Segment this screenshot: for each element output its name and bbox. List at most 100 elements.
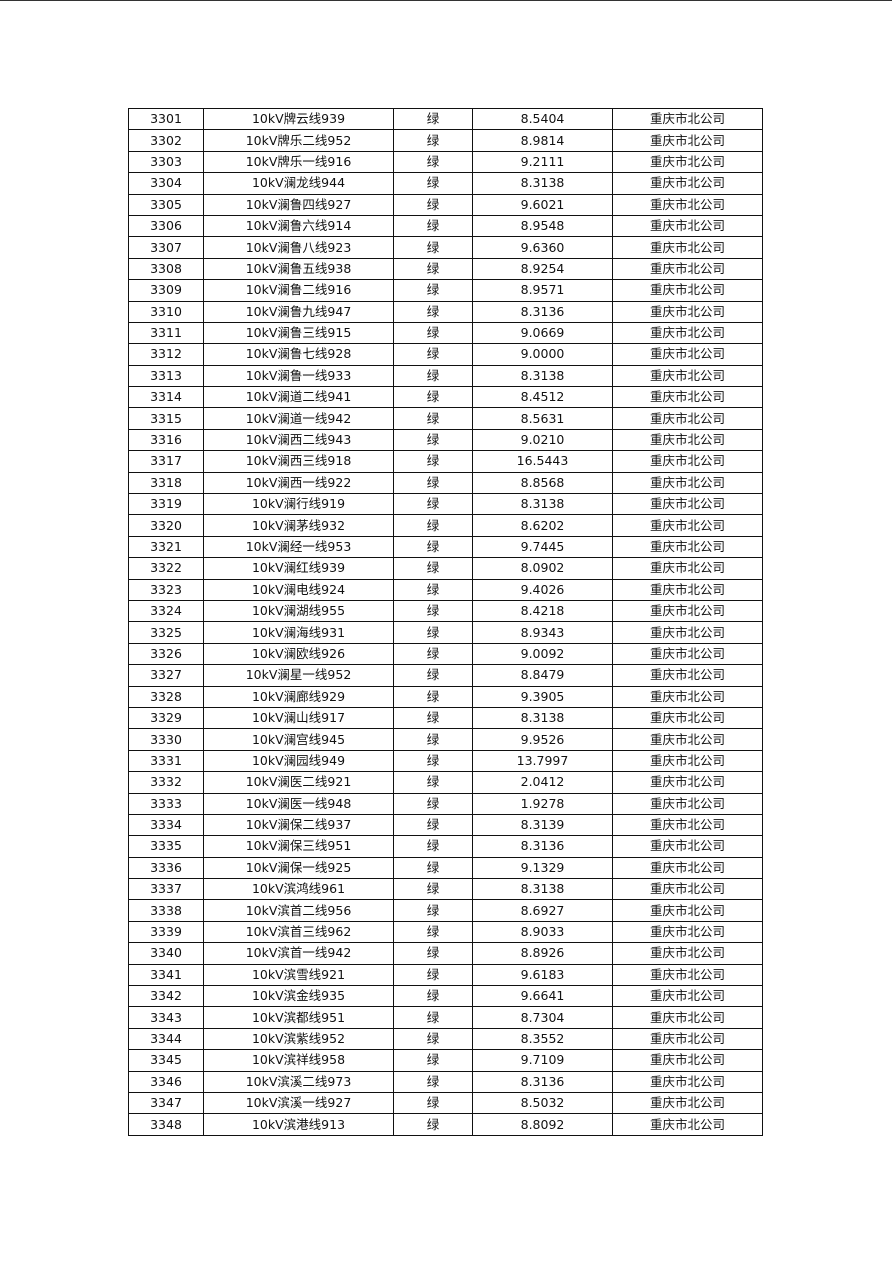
status-cell: 绿 <box>393 621 473 644</box>
status-cell: 绿 <box>393 129 473 152</box>
status-cell: 绿 <box>393 642 473 666</box>
line-name-cell: 10kV澜保三线951 <box>203 835 394 858</box>
row-number-cell: 3307 <box>128 236 204 259</box>
status-cell: 绿 <box>393 1091 473 1115</box>
line-name-cell: 10kV澜鲁五线938 <box>203 257 394 281</box>
status-cell: 绿 <box>393 428 473 452</box>
company-cell: 重庆市北公司 <box>612 300 763 323</box>
value-cell: 8.6927 <box>472 899 613 922</box>
value-cell: 9.2111 <box>472 150 613 174</box>
line-name-cell: 10kV澜保二线937 <box>203 813 394 837</box>
company-cell: 重庆市北公司 <box>612 749 763 773</box>
row-number-cell: 3319 <box>128 493 204 516</box>
table-row: 3334 10kV澜保二线937 绿 8.3139 重庆市北公司 <box>128 813 763 837</box>
status-cell: 绿 <box>393 985 473 1008</box>
value-cell: 9.6183 <box>472 963 613 987</box>
status-cell: 绿 <box>393 386 473 409</box>
value-cell: 8.3136 <box>472 835 613 858</box>
line-name-cell: 10kV滨祥线958 <box>203 1049 394 1072</box>
line-name-cell: 10kV澜鲁八线923 <box>203 236 394 259</box>
value-cell: 8.5631 <box>472 407 613 430</box>
table-row: 3348 10kV滨港线913 绿 8.8092 重庆市北公司 <box>128 1113 763 1136</box>
table-row: 3342 10kV滨金线935 绿 9.6641 重庆市北公司 <box>128 985 763 1008</box>
line-name-cell: 10kV滨金线935 <box>203 985 394 1008</box>
row-number-cell: 3301 <box>128 107 204 131</box>
status-cell: 绿 <box>393 214 473 238</box>
value-cell: 9.0000 <box>472 343 613 366</box>
row-number-cell: 3304 <box>128 172 204 195</box>
line-name-cell: 10kV澜龙线944 <box>203 172 394 195</box>
company-cell: 重庆市北公司 <box>612 535 763 559</box>
table-row: 3340 10kV滨首一线942 绿 8.8926 重庆市北公司 <box>128 942 763 965</box>
line-name-cell: 10kV牌乐二线952 <box>203 129 394 152</box>
line-name-cell: 10kV澜鲁四线927 <box>203 193 394 216</box>
line-name-cell: 10kV澜星一线952 <box>203 664 394 687</box>
value-cell: 8.3138 <box>472 493 613 516</box>
row-number-cell: 3326 <box>128 642 204 666</box>
table-row: 3306 10kV澜鲁六线914 绿 8.9548 重庆市北公司 <box>128 214 763 238</box>
table-row: 3309 10kV澜鲁二线916 绿 8.9571 重庆市北公司 <box>128 279 763 302</box>
status-cell: 绿 <box>393 685 473 708</box>
value-cell: 9.9526 <box>472 728 613 751</box>
company-cell: 重庆市北公司 <box>612 257 763 281</box>
value-cell: 8.6202 <box>472 514 613 537</box>
row-number-cell: 3348 <box>128 1113 204 1136</box>
status-cell: 绿 <box>393 150 473 174</box>
table-row: 3305 10kV澜鲁四线927 绿 9.6021 重庆市北公司 <box>128 193 763 216</box>
table-row: 3324 10kV澜湖线955 绿 8.4218 重庆市北公司 <box>128 599 763 623</box>
table-row: 3316 10kV澜西二线943 绿 9.0210 重庆市北公司 <box>128 428 763 452</box>
line-name-cell: 10kV澜道一线942 <box>203 407 394 430</box>
row-number-cell: 3313 <box>128 364 204 388</box>
company-cell: 重庆市北公司 <box>612 771 763 794</box>
line-name-cell: 10kV澜鲁六线914 <box>203 214 394 238</box>
company-cell: 重庆市北公司 <box>612 728 763 751</box>
row-number-cell: 3347 <box>128 1091 204 1115</box>
status-cell: 绿 <box>393 749 473 773</box>
value-cell: 8.3138 <box>472 172 613 195</box>
row-number-cell: 3331 <box>128 749 204 773</box>
company-cell: 重庆市北公司 <box>612 193 763 216</box>
table-row: 3317 10kV澜西三线918 绿 16.5443 重庆市北公司 <box>128 450 763 473</box>
value-cell: 9.6021 <box>472 193 613 216</box>
status-cell: 绿 <box>393 706 473 730</box>
value-cell: 8.3139 <box>472 813 613 837</box>
table-row: 3329 10kV澜山线917 绿 8.3138 重庆市北公司 <box>128 706 763 730</box>
table-row: 3345 10kV滨祥线958 绿 9.7109 重庆市北公司 <box>128 1049 763 1072</box>
line-name-cell: 10kV澜海线931 <box>203 621 394 644</box>
status-cell: 绿 <box>393 321 473 345</box>
status-cell: 绿 <box>393 1027 473 1051</box>
table-row: 3332 10kV澜医二线921 绿 2.0412 重庆市北公司 <box>128 771 763 794</box>
line-name-cell: 10kV澜西三线918 <box>203 450 394 473</box>
value-cell: 8.3138 <box>472 364 613 388</box>
status-cell: 绿 <box>393 578 473 601</box>
table-row: 3330 10kV澜宫线945 绿 9.9526 重庆市北公司 <box>128 728 763 751</box>
table-row: 3301 10kV牌云线939 绿 8.5404 重庆市北公司 <box>128 107 763 131</box>
status-cell: 绿 <box>393 471 473 495</box>
line-name-cell: 10kV澜西一线922 <box>203 471 394 495</box>
status-cell: 绿 <box>393 300 473 323</box>
line-name-cell: 10kV澜红线939 <box>203 557 394 580</box>
line-name-cell: 10kV澜鲁七线928 <box>203 343 394 366</box>
line-name-cell: 10kV澜医一线948 <box>203 792 394 815</box>
line-name-cell: 10kV澜经一线953 <box>203 535 394 559</box>
row-number-cell: 3329 <box>128 706 204 730</box>
value-cell: 8.3136 <box>472 1070 613 1093</box>
company-cell: 重庆市北公司 <box>612 279 763 302</box>
status-cell: 绿 <box>393 942 473 965</box>
table-row: 3331 10kV澜园线949 绿 13.7997 重庆市北公司 <box>128 749 763 773</box>
row-number-cell: 3336 <box>128 856 204 880</box>
table-row: 3336 10kV澜保一线925 绿 9.1329 重庆市北公司 <box>128 856 763 880</box>
line-name-cell: 10kV澜道二线941 <box>203 386 394 409</box>
status-cell: 绿 <box>393 364 473 388</box>
value-cell: 9.0092 <box>472 642 613 666</box>
table-row: 3344 10kV滨紫线952 绿 8.3552 重庆市北公司 <box>128 1027 763 1051</box>
status-cell: 绿 <box>393 835 473 858</box>
company-cell: 重庆市北公司 <box>612 835 763 858</box>
line-name-cell: 10kV滨港线913 <box>203 1113 394 1136</box>
table-row: 3322 10kV澜红线939 绿 8.0902 重庆市北公司 <box>128 557 763 580</box>
value-cell: 8.9254 <box>472 257 613 281</box>
page-top-border <box>0 0 892 1</box>
line-name-cell: 10kV澜西二线943 <box>203 428 394 452</box>
row-number-cell: 3305 <box>128 193 204 216</box>
row-number-cell: 3320 <box>128 514 204 537</box>
